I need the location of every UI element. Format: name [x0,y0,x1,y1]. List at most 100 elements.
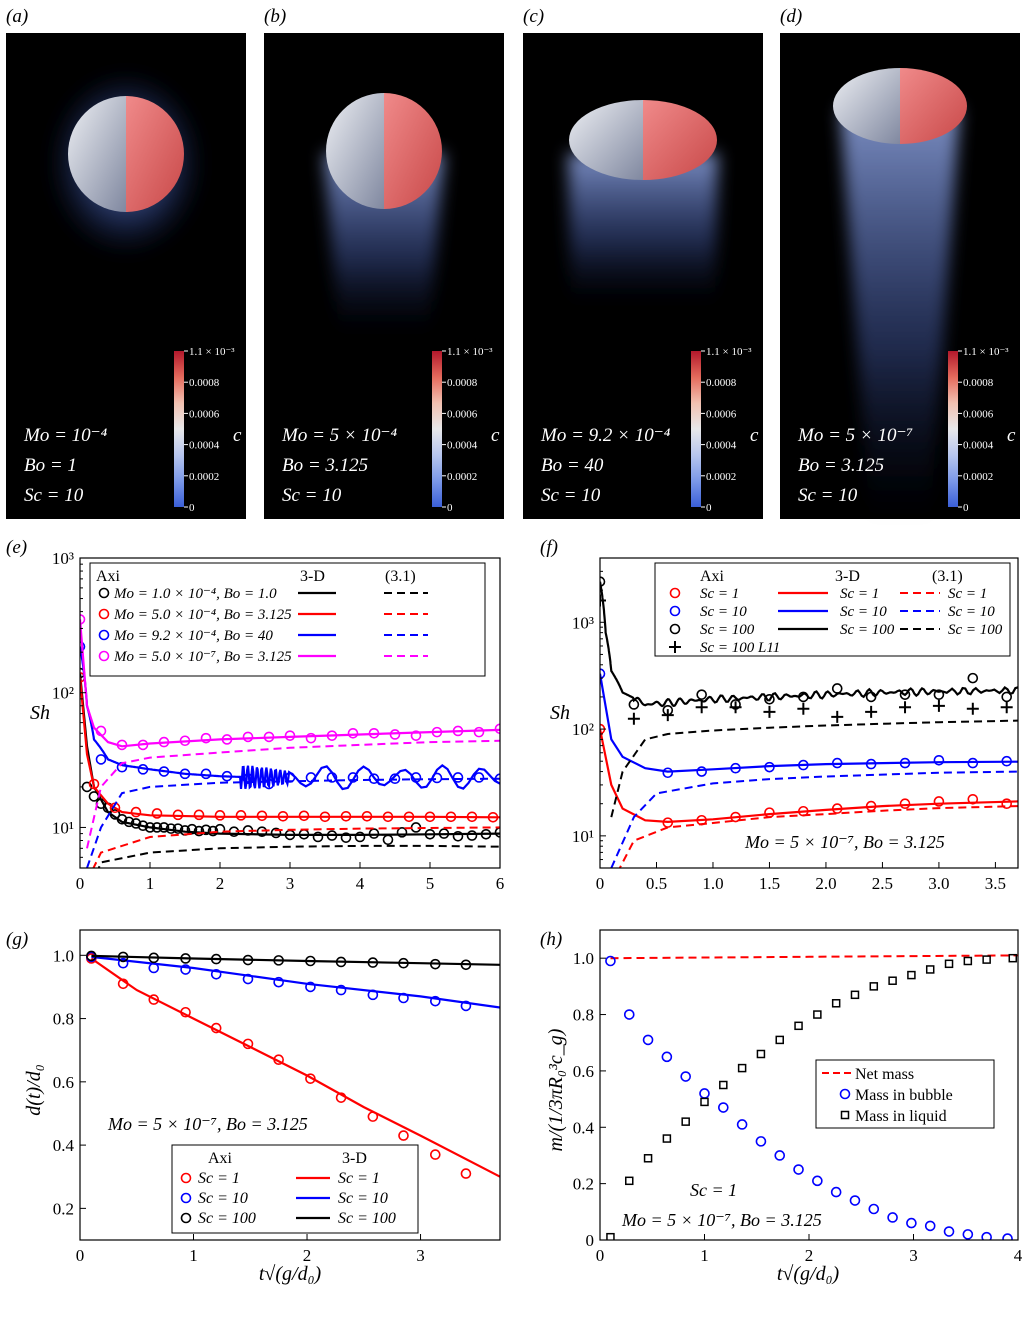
data-point [424,811,436,823]
data-point [410,730,422,741]
data-point [831,803,843,814]
bubble [569,100,717,180]
legend-header: Axi [96,568,121,585]
plus-point [899,701,912,714]
bubble-mass-point [906,1217,917,1229]
snapshot-panel-c: (c) 1.1 × 10⁻³ 0.0008 0.0006 0.0004 0.0002 0 c M… [523,6,763,519]
data-point [367,989,379,1001]
bubble [68,96,184,212]
colorbar-tick-label: 0.0006 [963,408,994,420]
data-point [367,1111,379,1122]
data-point [452,725,464,737]
net-mass-line [610,954,1018,960]
snapshot-panel-a: (a) 1.1 × 10⁻³ 0.0008 0.0006 0.0004 0.0002 0 c M… [6,6,246,519]
x-axis-label: t√(g/d₀) [777,1263,840,1285]
data-point [151,822,163,833]
bubble-concentration-half [900,68,967,144]
snapshot-parameter: Sc = 10 [24,485,84,506]
snapshot-parameter: Mo = 5 × 10⁻⁷ [797,425,913,446]
legend-entry: Sc = 100 [338,1210,396,1227]
data-point [410,772,422,783]
data-point [429,1149,441,1160]
data-point [305,1073,316,1084]
x-tick-label: 1 [700,1246,709,1265]
data-point [148,952,160,964]
data-point [130,818,142,829]
y-tick-label: 1.0 [53,946,74,965]
panel-label: (b) [264,6,286,27]
data-point [137,739,149,751]
data-point [298,810,310,822]
y-tick-label: 0.2 [53,1199,74,1218]
x-tick-label: 3 [286,874,295,893]
legend-entry: Mo = 5.0 × 10⁻⁷, Bo = 3.125 [113,649,292,665]
colorbar-tick-label: 0.0002 [189,471,219,483]
legend-box [171,1144,419,1234]
data-point [865,800,877,812]
snapshot-parameter: Sc = 10 [798,485,858,506]
plot-area [80,614,500,868]
data-point [200,824,212,836]
plus-point [1000,701,1013,714]
data-point [382,811,394,823]
series-solid-line [600,581,1018,708]
data-point [151,808,163,819]
legend-box [89,562,486,677]
data-point [398,1130,409,1141]
data-point [764,807,775,818]
plus-point [966,702,979,715]
series-dashed-line [97,844,500,868]
data-point [210,968,222,980]
liquid-mass-point [982,955,991,964]
bubble-mass-point [981,1231,992,1240]
x-tick-label: 1 [189,1246,198,1265]
snapshot-parameter: Sc = 10 [282,485,342,506]
x-tick-label: 3.5 [985,874,1006,893]
data-point [460,959,472,971]
liquid-mass-point [831,999,841,1008]
data-point [284,730,296,741]
bubble-interface-half [569,100,643,180]
data-point [466,830,478,841]
snapshot-parameter: Bo = 3.125 [282,455,368,476]
bubble-mass-point [623,1009,635,1020]
colorbar-tick-label: 0.0006 [706,408,737,420]
liquid-mass-point [775,1035,784,1045]
liquid-mass-point [944,959,954,969]
panel-label: (e) [6,537,27,558]
plus-point [831,710,844,723]
data-point [200,732,212,744]
data-point [270,827,282,839]
legend-header: 3-D [835,568,860,585]
x-tick-label: 0 [596,874,605,893]
data-point [967,793,979,805]
bubble-mass-point [661,1051,673,1063]
y-tick-label: 10² [52,684,74,703]
plus-point [729,701,742,714]
bubble-concentration-half [126,96,184,212]
panel-label: (h) [540,929,562,950]
bubble-mass-point [605,955,616,967]
x-tick-label: 2.5 [872,874,893,893]
series-dashed-line [86,777,500,868]
bubble-interface-half [68,96,126,212]
data-point [305,955,316,967]
data-point [967,757,979,769]
colorbar-tick-label: 1.1 × 10⁻³ [706,346,752,358]
colorbar-label: c [233,425,242,446]
legend-entry: Mo = 9.2 × 10⁻⁴, Bo = 40 [113,628,273,644]
data-point [473,726,485,738]
legend-entry: Sc = 1 [198,1170,240,1187]
data-point [179,768,191,780]
legend-entry: Sc = 100 L11 [700,640,780,656]
snapshot-panel-d: (d) 1.1 × 10⁻³ 0.0008 0.0006 0.0004 0.0002 0 c M… [780,6,1020,519]
legend-entry: Net mass [855,1066,914,1083]
data-point [335,1092,347,1103]
colorbar [174,351,184,507]
data-point [438,828,450,839]
data-point [117,957,129,969]
x-tick-label: 1.5 [759,874,780,893]
data-point [130,806,142,818]
legend-header: 3-D [300,568,325,585]
y-tick-label: 10¹ [52,818,74,837]
